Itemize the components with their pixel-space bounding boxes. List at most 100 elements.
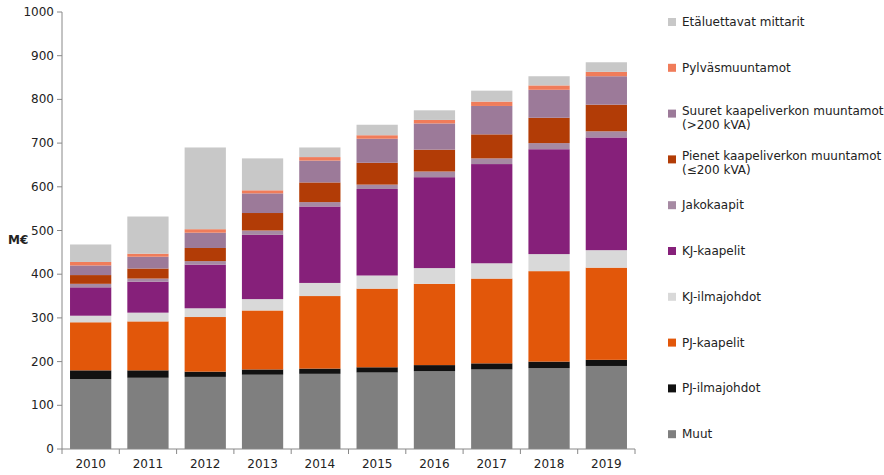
bar-segment	[528, 76, 569, 85]
bar-segment	[471, 102, 512, 106]
bar-segment	[414, 371, 455, 449]
bar-segment	[357, 373, 398, 449]
bar-segment	[471, 363, 512, 369]
x-tick-label: 2019	[591, 457, 622, 471]
y-tick-label: 200	[31, 355, 54, 369]
x-tick	[62, 449, 63, 454]
bar-segment	[528, 362, 569, 369]
bar-segment	[127, 279, 168, 282]
bar-segment	[528, 85, 569, 89]
y-tick	[57, 99, 62, 100]
y-tick	[57, 230, 62, 231]
legend-label: Pienet kaapeliverkon muuntamot(≤200 kVA)	[682, 149, 882, 177]
bar-segment	[414, 365, 455, 371]
y-tick	[57, 12, 62, 13]
bar-segment	[357, 289, 398, 368]
bar-segment	[70, 284, 111, 287]
bar-segment	[242, 375, 283, 449]
bar-segment	[299, 283, 340, 296]
legend-line: (≤200 kVA)	[682, 163, 751, 177]
x-tick-label: 2012	[190, 457, 221, 471]
bar-segment	[357, 125, 398, 135]
y-tick-label: 600	[31, 180, 54, 194]
bar-segment	[299, 202, 340, 206]
bar-segment	[414, 150, 455, 172]
y-tick	[57, 55, 62, 56]
bar-segment	[299, 369, 340, 374]
bar-segment	[299, 374, 340, 449]
bar-segment	[414, 123, 455, 149]
bar-segment	[127, 321, 168, 370]
bar-segment	[70, 379, 111, 449]
y-tick	[57, 449, 62, 450]
bar-segment	[70, 275, 111, 284]
x-tick	[233, 449, 234, 454]
bar-segment	[299, 182, 340, 202]
bar-segment	[586, 268, 627, 360]
bar-segment	[586, 137, 627, 250]
bar-segment	[242, 190, 283, 193]
x-tick	[348, 449, 349, 454]
x-tick-label: 2010	[75, 457, 106, 471]
bar-segment	[70, 265, 111, 275]
x-tick-label: 2017	[476, 457, 507, 471]
bar-segment	[70, 370, 111, 379]
bar-segment	[127, 378, 168, 449]
x-tick-label: 2015	[362, 457, 393, 471]
legend-swatch	[668, 339, 676, 347]
bar-segment	[185, 265, 226, 309]
bar-segment	[357, 163, 398, 185]
y-tick	[57, 405, 62, 406]
bar-segment	[586, 360, 627, 366]
bar-segment	[471, 106, 512, 134]
bar-segment	[185, 317, 226, 372]
legend-label: PJ-kaapelit	[682, 336, 745, 350]
bar-segment	[70, 322, 111, 370]
bar-segment	[185, 147, 226, 229]
y-tick-label: 500	[31, 224, 54, 238]
bar-segment	[185, 233, 226, 248]
bar-segment	[414, 110, 455, 120]
bar-segment	[528, 149, 569, 254]
x-tick-label: 2013	[247, 457, 278, 471]
y-tick	[57, 186, 62, 187]
bar-segment	[528, 118, 569, 143]
x-tick-label: 2018	[534, 457, 565, 471]
bar-segment	[127, 217, 168, 254]
legend-swatch	[668, 18, 676, 26]
bar-segment	[414, 177, 455, 268]
bar-segment	[242, 299, 283, 310]
bar-segment	[357, 276, 398, 289]
bars	[70, 62, 627, 449]
y-tick	[57, 143, 62, 144]
x-tick-label: 2014	[305, 457, 336, 471]
bar-segment	[471, 263, 512, 278]
legend-label: Jakokaapit	[681, 198, 744, 212]
bar-segment	[185, 377, 226, 449]
bar-segment	[127, 257, 168, 269]
bar-segment	[185, 261, 226, 264]
legend-line: Pienet kaapeliverkon muuntamot	[682, 149, 882, 163]
x-tick	[635, 449, 636, 454]
bar-segment	[70, 244, 111, 261]
bar-segment	[471, 91, 512, 102]
legend-swatch	[668, 293, 676, 301]
y-tick	[57, 361, 62, 362]
bar-segment	[586, 76, 627, 104]
x-tick	[176, 449, 177, 454]
bar-segment	[586, 105, 627, 132]
bar-segment	[299, 206, 340, 282]
y-tick	[57, 274, 62, 275]
legend-swatch	[668, 384, 676, 392]
x-tick-label: 2011	[133, 457, 164, 471]
legend-label: PJ-ilmajohdot	[682, 381, 761, 395]
bar-segment	[357, 135, 398, 138]
bar-segment	[471, 279, 512, 364]
bar-segment	[357, 139, 398, 163]
bar-segment	[586, 250, 627, 267]
bar-segment	[586, 366, 627, 449]
legend-swatch	[668, 155, 676, 163]
bar-segment	[528, 271, 569, 361]
bar-segment	[528, 368, 569, 449]
bar-segment	[70, 287, 111, 315]
